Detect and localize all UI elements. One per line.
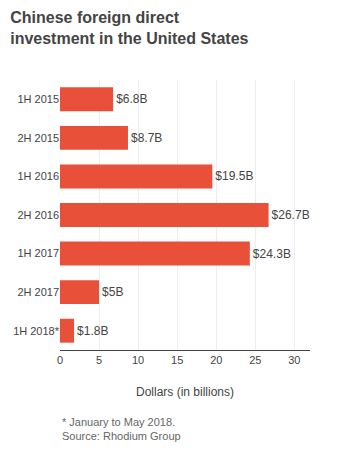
svg-text:10: 10 bbox=[132, 354, 144, 366]
svg-text:* January to May 2018.Source:: * January to May 2018.Source: Rhodium Gr… bbox=[62, 416, 181, 442]
svg-text:15: 15 bbox=[171, 354, 183, 366]
svg-text:$26.7B: $26.7B bbox=[272, 208, 310, 222]
svg-text:$5B: $5B bbox=[102, 285, 123, 299]
svg-text:1H 2017: 1H 2017 bbox=[17, 247, 59, 259]
svg-text:1H 2016: 1H 2016 bbox=[17, 170, 59, 182]
svg-text:2H 2017: 2H 2017 bbox=[17, 286, 59, 298]
svg-text:1H 2015: 1H 2015 bbox=[17, 93, 59, 105]
svg-text:25: 25 bbox=[249, 354, 261, 366]
svg-text:Chinese foreign directinvestme: Chinese foreign directinvestment in the … bbox=[10, 9, 248, 47]
svg-text:0: 0 bbox=[57, 354, 63, 366]
svg-text:$19.5B: $19.5B bbox=[215, 169, 253, 183]
svg-text:20: 20 bbox=[210, 354, 222, 366]
svg-text:$1.8B: $1.8B bbox=[77, 324, 108, 338]
svg-text:$24.3B: $24.3B bbox=[253, 247, 291, 261]
svg-text:1H 2018*: 1H 2018* bbox=[13, 325, 60, 337]
svg-text:$8.7B: $8.7B bbox=[131, 131, 162, 145]
svg-text:$6.8B: $6.8B bbox=[116, 92, 147, 106]
svg-text:Dollars (in billions): Dollars (in billions) bbox=[136, 385, 234, 399]
svg-text:2H 2015: 2H 2015 bbox=[17, 132, 59, 144]
svg-text:30: 30 bbox=[288, 354, 300, 366]
svg-text:2H 2016: 2H 2016 bbox=[17, 209, 59, 221]
svg-text:5: 5 bbox=[96, 354, 102, 366]
